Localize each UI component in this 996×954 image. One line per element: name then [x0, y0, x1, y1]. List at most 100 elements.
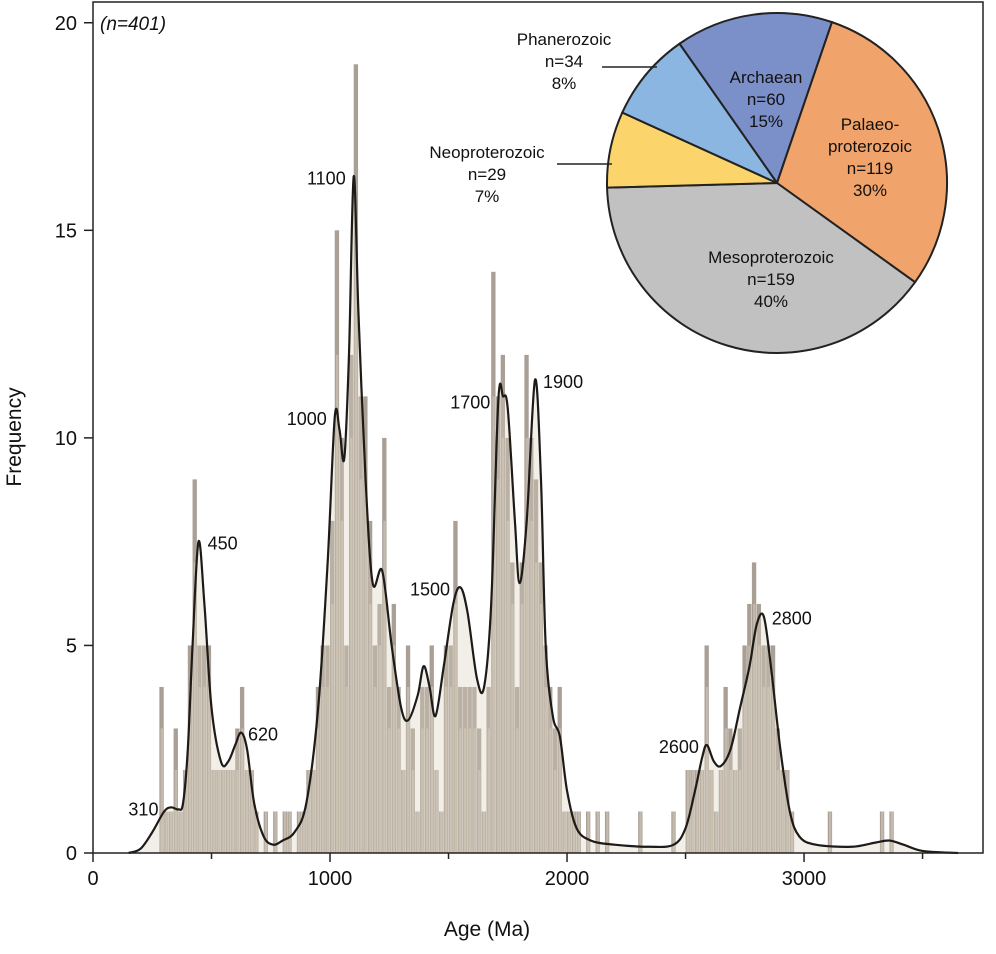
histogram-bar-light — [426, 728, 429, 853]
kde-curve-group — [128, 175, 959, 855]
histogram-bar-light — [407, 686, 410, 853]
histogram-bar-light — [250, 769, 254, 853]
y-tick-label: 10 — [55, 428, 77, 450]
x-tick-label: 1000 — [308, 868, 353, 890]
x-axis-label: Age (Ma) — [444, 918, 530, 941]
histogram-bar-light — [881, 811, 884, 853]
histogram-bar-light — [672, 811, 675, 853]
histogram-bar-light — [378, 645, 381, 853]
histogram-bar-light — [288, 811, 291, 853]
histogram-bar-light — [312, 769, 315, 853]
x-tick-label: 0 — [87, 868, 98, 890]
histogram-bar-light — [772, 686, 775, 853]
histogram-bar-light — [463, 728, 467, 853]
histogram-bar-light — [359, 479, 363, 853]
histogram-bar-light — [743, 686, 746, 853]
histogram-bar-light — [193, 562, 197, 853]
kde-curve — [128, 175, 959, 855]
histogram-bar-light — [373, 686, 377, 853]
histogram-bar-light — [264, 811, 268, 853]
histogram-bar-light — [478, 769, 481, 853]
histogram-bar-light — [189, 686, 192, 853]
histogram-bar-light — [700, 769, 704, 853]
histogram-bar-light — [554, 769, 557, 853]
histogram-bar-light — [170, 811, 173, 853]
plot-frame — [92, 1, 984, 854]
histogram-bar-light — [245, 769, 249, 853]
pie-slice — [775, 20, 948, 284]
histogram-bar-light — [459, 728, 462, 853]
histogram-bar-light — [231, 769, 235, 853]
histogram-bar-light — [516, 728, 519, 853]
histogram-bar-light — [719, 769, 723, 853]
histogram-bar-light — [544, 686, 547, 853]
histogram-bar-light — [753, 603, 756, 853]
histogram-bar-light — [392, 645, 396, 853]
peak-label: 1700 — [450, 393, 490, 413]
histogram-bar-light — [572, 811, 576, 853]
peak-label: 1500 — [410, 579, 450, 599]
histogram-bar-light — [786, 769, 789, 853]
pie-slice — [620, 42, 780, 186]
histogram-bar-light — [729, 769, 732, 853]
histogram-bar-light — [715, 811, 718, 853]
histogram-bar-light — [165, 811, 168, 853]
pie-slice-label: Neoproterozoic n=29 7% — [429, 143, 545, 206]
histogram-bar-light — [369, 603, 372, 853]
histogram-bar-light — [696, 769, 699, 853]
peak-label: 2800 — [772, 608, 812, 628]
pie-slice — [678, 12, 834, 186]
histogram-bar-light — [539, 603, 543, 853]
histogram-bar-light — [482, 811, 486, 853]
histogram-bar-light — [791, 811, 794, 853]
pie-slice-label: Archaean n=60 15% — [730, 68, 803, 131]
histogram-bar-light — [430, 686, 434, 853]
histogram-bar-light — [530, 520, 533, 853]
histogram-bar-light — [207, 686, 211, 853]
sample-count-annotation: (n=401) — [100, 14, 166, 35]
histogram-bar-light — [274, 811, 277, 853]
histogram-bar-light — [705, 686, 709, 853]
histogram-bar-light — [345, 686, 348, 853]
y-tick-label: 20 — [55, 13, 77, 35]
histogram-bar-light — [506, 520, 509, 853]
histogram-bar-light — [326, 686, 329, 853]
age-group-pie-chart: Archaean n=60 15% Palaeo-proterozoic n=119 30… — [429, 12, 948, 354]
y-tick-label: 5 — [66, 635, 77, 657]
histogram-bar-light — [501, 437, 505, 853]
histogram-bar-light — [757, 645, 761, 853]
histogram-bar-light — [316, 728, 320, 853]
histogram-bar-light — [222, 769, 225, 853]
histogram-bar-light — [354, 230, 358, 853]
histogram-bar-light — [738, 769, 742, 853]
histogram-bar-light — [558, 728, 562, 853]
histogram-bar-light — [568, 811, 571, 853]
histogram-bar-light — [473, 728, 476, 853]
histogram-bar-light — [174, 769, 178, 853]
histogram-bar-light — [397, 728, 400, 853]
histogram-bar-light — [212, 769, 216, 853]
histogram-bar-light — [440, 811, 443, 853]
histogram-bar-light — [691, 769, 694, 853]
histogram-bar-light — [179, 811, 182, 853]
histogram-bar-light — [762, 686, 765, 853]
histogram-bar-light — [468, 728, 472, 853]
y-tick-label: 15 — [55, 220, 77, 242]
histogram-bars — [159, 64, 894, 854]
histogram-bar-light — [388, 728, 391, 853]
histogram-bar-light — [411, 769, 415, 853]
histogram-bar-light — [492, 396, 495, 853]
pie-slice-label: Phanerozoic n=34 8% — [517, 30, 612, 93]
axes: 0 1000 2000 3000 0 5 10 15 20 — [55, 1, 984, 890]
peak-labels: 310 450 620 1000 1100 1500 1700 1900 2600 2800 — [128, 168, 811, 819]
pie-slice — [606, 181, 917, 354]
histogram-bar-light — [435, 769, 438, 853]
peak-label: 310 — [128, 799, 158, 819]
histogram-bar-light — [776, 769, 780, 853]
x-tick-label: 2000 — [545, 868, 590, 890]
histogram-bar-light — [226, 769, 230, 853]
histogram-bar-light — [710, 769, 713, 853]
histogram-bar-light — [241, 728, 244, 853]
histogram-bar-light — [828, 811, 832, 853]
